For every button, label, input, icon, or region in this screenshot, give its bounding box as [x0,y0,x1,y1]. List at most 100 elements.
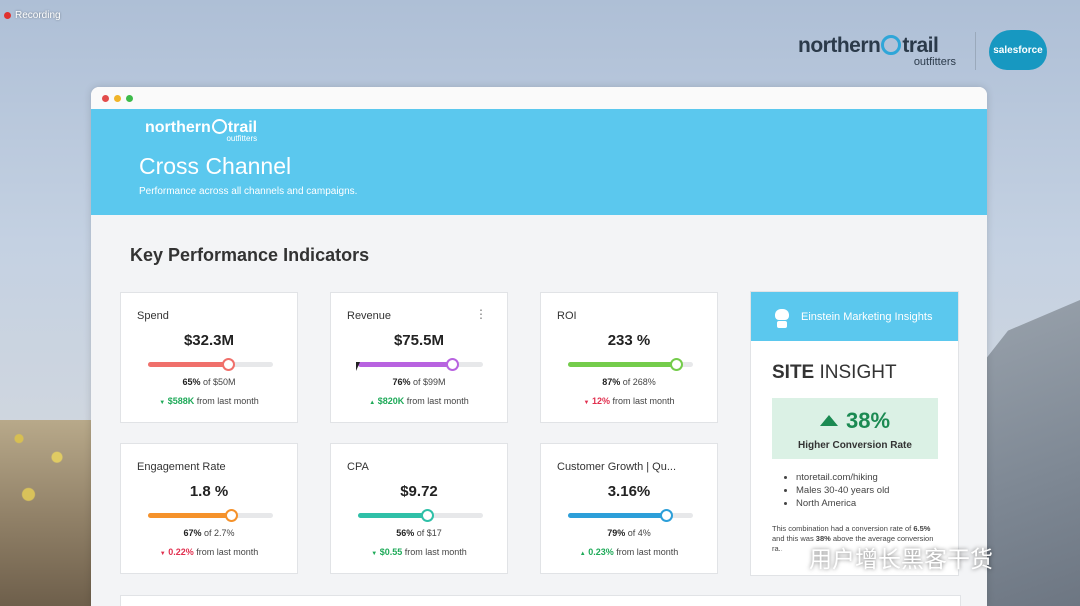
wechat-icon [779,547,803,567]
browser-window: northern trail outfitters Cross Channel P… [91,87,987,606]
conversion-value: 38% [772,408,938,434]
kpi-progress-knob [446,358,459,371]
kpi-percent: 76% of $99M [331,377,507,387]
close-dot-icon[interactable] [102,95,109,102]
arrow-up-icon: ▲ [369,400,376,406]
conversion-label: Higher Conversion Rate [798,440,912,451]
salesforce-label: salesforce [993,44,1043,56]
kpi-progress-knob [659,509,673,522]
insight-body-part: and this was [772,534,816,543]
kpi-delta-suffix: from last month [406,396,469,406]
kpi-percent-value: 79% [607,528,626,538]
kpi-title: Revenue [347,310,392,322]
site-insight-rest: INSIGHT [814,362,897,383]
arrow-down-icon: ▼ [583,400,590,406]
kpi-delta-suffix: from last month [612,396,675,406]
arrow-down-icon: ▼ [371,551,378,557]
kpi-percent: 65% of $50M [121,377,297,387]
insight-header: Einstein Marketing Insights [751,292,958,341]
kpi-card[interactable]: Customer Growth | Qu... 3.16% 79% of 4% ▲ 0… [540,443,718,574]
kpi-progress-knob [669,358,683,371]
kpi-percent: 56% of $17 [331,528,507,538]
insight-body-part: This combination had a conversion rate o… [772,524,914,533]
arrow-down-icon: ▼ [159,400,166,406]
kpi-target: of 268% [622,377,656,387]
kpi-value: $75.5M [393,332,445,349]
record-dot-icon [4,12,11,19]
recording-label: Recording [15,10,61,21]
kpi-progress-fill [148,362,230,367]
compass-icon [881,35,902,55]
kpi-progress-track [148,509,273,522]
kpi-card[interactable]: ROI 233 % 87% of 268% ▼ 12% from last month [540,292,718,423]
background-flowers [0,420,95,606]
kpi-percent: 79% of 4% [541,528,717,538]
kpi-delta-value: $588K [167,396,195,406]
einstein-robot-icon [773,305,791,329]
insight-list: ntoretail.com/hiking Males 30-40 years o… [784,471,889,510]
kpi-percent-value: 65% [182,377,201,387]
kpi-title: Spend [137,310,169,322]
compass-icon [211,119,227,134]
kpi-value: 3.16% [607,483,651,500]
kpi-target: of $50M [203,377,236,387]
more-options-icon[interactable]: ⋮ [475,307,487,321]
page-subtitle: Performance across all channels and camp… [139,186,358,197]
insight-body-part: above the average conversion ra... [772,534,934,553]
site-insight-title: SITE INSIGHT [772,362,897,384]
kpi-value: $9.72 [400,483,438,500]
page-title: Cross Channel [139,153,292,179]
insight-body: This combination had a conversion rate o… [772,524,942,554]
banner-logo-left: northern [145,119,211,136]
kpi-progress-fill [358,513,428,518]
kpi-card[interactable]: Engagement Rate 1.8 % 67% of 2.7% ▼ 0.22% f… [120,443,298,574]
insight-panel: Einstein Marketing Insights SITE INSIGHT… [750,291,959,576]
kpi-progress-fill [568,362,677,367]
kpi-percent: 87% of 268% [541,377,717,387]
mouse-cursor-icon [356,362,360,371]
minimize-dot-icon[interactable] [114,95,121,102]
kpi-delta-value: $0.55 [379,547,403,557]
kpi-value: $32.3M [183,332,235,349]
insight-body-pct: 38% [815,534,831,543]
kpi-value: 233 % [607,332,651,349]
kpi-percent-value: 56% [396,528,415,538]
arrow-down-icon: ▼ [159,551,166,557]
kpi-delta-value: 0.23% [588,547,614,557]
watermark-text: 用户增长黑客干货 [809,546,993,572]
kpi-delta: ▲ 0.23% from last month [541,547,717,557]
kpi-target: of $17 [416,528,442,538]
watermark: 用户增长黑客干货 [779,540,993,574]
kpi-delta-value: $820K [377,396,405,406]
kpi-title: Customer Growth | Qu... [557,461,677,473]
list-item: Males 30-40 years old [796,484,889,497]
kpi-percent-value: 87% [602,377,621,387]
banner-logo: northern trail outfitters [145,119,257,143]
kpi-card[interactable]: Revenue ⋮ $75.5M 76% of $99M ▲ $820K from la… [330,292,508,423]
salesforce-logo: salesforce [989,30,1047,70]
kpi-progress-track [358,509,483,522]
kpi-progress-track [358,358,483,371]
kpi-progress-track [568,358,693,371]
kpi-delta-suffix: from last month [196,547,259,557]
list-item: North America [796,497,889,510]
kpi-card[interactable]: Spend $32.3M 65% of $50M ▼ $588K from last … [120,292,298,423]
kpi-target: of 4% [627,528,651,538]
kpi-delta: ▲ $820K from last month [331,396,507,406]
site-insight-bold: SITE [772,362,815,383]
kpi-card[interactable]: CPA $9.72 56% of $17 ▼ $0.55 from last mont… [330,443,508,574]
kpi-title: Engagement Rate [137,461,226,473]
page-banner: northern trail outfitters Cross Channel P… [91,109,987,215]
kpi-progress-fill [358,362,453,367]
recording-indicator: Recording [4,10,61,21]
next-section-card [120,595,961,606]
kpi-title: CPA [347,461,369,473]
insight-header-label: Einstein Marketing Insights [801,310,933,323]
kpi-heading: Key Performance Indicators [130,245,370,265]
kpi-delta: ▼ 0.22% from last month [121,547,297,557]
kpi-delta-suffix: from last month [404,547,467,557]
kpi-target: of 2.7% [204,528,235,538]
maximize-dot-icon[interactable] [126,95,133,102]
insight-body-rate: 6.5% [913,524,931,533]
kpi-delta-suffix: from last month [616,547,679,557]
